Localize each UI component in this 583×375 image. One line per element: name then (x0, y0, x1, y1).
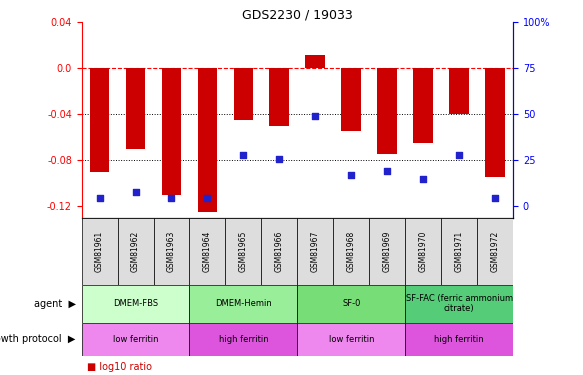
Bar (161, 68, 181, 195)
Bar (198, 68, 217, 212)
Point (131, 189, 140, 195)
FancyBboxPatch shape (82, 322, 189, 356)
Text: GSM81963: GSM81963 (167, 231, 176, 272)
FancyBboxPatch shape (82, 285, 189, 322)
Text: GSM81964: GSM81964 (203, 231, 212, 272)
FancyBboxPatch shape (118, 217, 153, 285)
Text: high ferritin: high ferritin (434, 335, 484, 344)
Text: GSM81972: GSM81972 (490, 231, 500, 272)
Text: GSM81962: GSM81962 (131, 231, 140, 272)
FancyBboxPatch shape (405, 217, 441, 285)
Bar (449, 68, 469, 114)
Text: low ferritin: low ferritin (328, 335, 374, 344)
Bar (305, 55, 325, 68)
Bar (126, 68, 145, 148)
Point (275, 156, 284, 162)
Text: SF-0: SF-0 (342, 299, 360, 308)
Text: growth protocol  ▶: growth protocol ▶ (0, 334, 76, 344)
Text: GSM81965: GSM81965 (239, 231, 248, 272)
FancyBboxPatch shape (405, 322, 513, 356)
Point (311, 113, 320, 119)
Text: DMEM-FBS: DMEM-FBS (113, 299, 158, 308)
Point (167, 195, 176, 201)
Text: high ferritin: high ferritin (219, 335, 268, 344)
FancyBboxPatch shape (153, 217, 189, 285)
Text: GSM81967: GSM81967 (311, 231, 320, 272)
FancyBboxPatch shape (297, 285, 405, 322)
Text: low ferritin: low ferritin (113, 335, 159, 344)
Point (490, 195, 500, 201)
Text: GSM81966: GSM81966 (275, 231, 284, 272)
Point (203, 195, 212, 201)
Text: GSM81969: GSM81969 (382, 231, 392, 272)
Text: ■ log10 ratio: ■ log10 ratio (87, 363, 152, 372)
Text: GSM81968: GSM81968 (347, 231, 356, 272)
Bar (269, 68, 289, 126)
Point (419, 176, 428, 181)
FancyBboxPatch shape (189, 322, 297, 356)
Bar (485, 68, 505, 177)
Text: GSM81970: GSM81970 (419, 231, 428, 272)
Bar (413, 68, 433, 143)
Bar (234, 68, 253, 120)
FancyBboxPatch shape (189, 217, 226, 285)
Point (454, 152, 463, 158)
Title: GDS2230 / 19033: GDS2230 / 19033 (242, 8, 353, 21)
Text: DMEM-Hemin: DMEM-Hemin (215, 299, 272, 308)
Bar (377, 68, 397, 154)
FancyBboxPatch shape (189, 285, 297, 322)
FancyBboxPatch shape (297, 322, 405, 356)
FancyBboxPatch shape (261, 217, 297, 285)
FancyBboxPatch shape (369, 217, 405, 285)
Bar (90, 68, 110, 172)
FancyBboxPatch shape (477, 217, 513, 285)
FancyBboxPatch shape (226, 217, 261, 285)
FancyBboxPatch shape (441, 217, 477, 285)
Text: agent  ▶: agent ▶ (34, 299, 76, 309)
FancyBboxPatch shape (405, 285, 513, 322)
FancyBboxPatch shape (297, 217, 333, 285)
Point (382, 168, 392, 174)
Text: GSM81971: GSM81971 (455, 231, 463, 272)
Point (95, 195, 104, 201)
Bar (342, 68, 361, 132)
Text: SF-FAC (ferric ammonium
citrate): SF-FAC (ferric ammonium citrate) (406, 294, 512, 314)
FancyBboxPatch shape (82, 217, 118, 285)
FancyBboxPatch shape (333, 217, 369, 285)
Point (346, 172, 356, 178)
Point (238, 152, 248, 158)
Text: GSM81961: GSM81961 (95, 231, 104, 272)
